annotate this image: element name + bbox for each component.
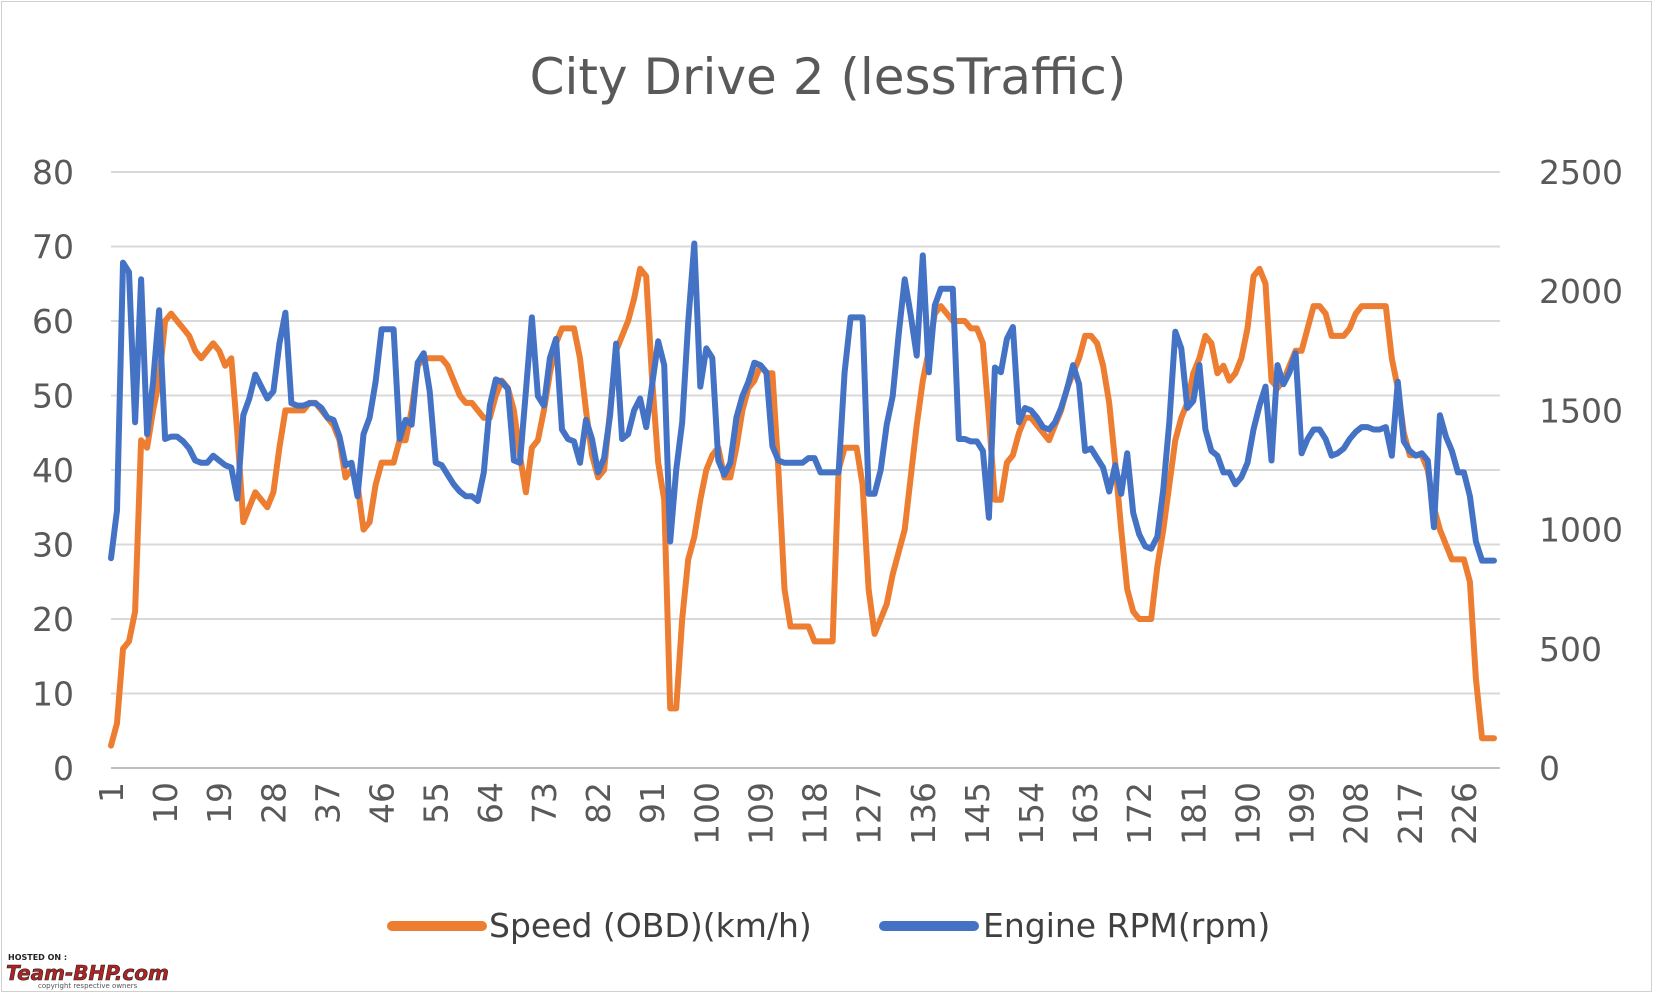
watermark-brand: Team-BHP.com	[6, 961, 169, 985]
right-axis-ticks: 0 500 1000 1500 2000 2500	[1539, 153, 1623, 788]
legend-label-speed: Speed (OBD)(km/h)	[489, 906, 812, 945]
watermark-copyright: copyright respective owners	[38, 982, 138, 990]
x-tick-label: 172	[1120, 782, 1159, 845]
x-tick-label: 199	[1283, 782, 1322, 845]
left-tick-label: 30	[32, 526, 74, 565]
hosting-watermark: HOSTED ON : Team-BHP.com copyright respe…	[6, 953, 169, 990]
x-tick-label: 109	[741, 782, 780, 845]
left-tick-label: 10	[32, 675, 74, 714]
series-lines	[108, 240, 1497, 749]
series-line-rpm	[108, 240, 1497, 564]
watermark-hosted-on: HOSTED ON :	[8, 953, 67, 962]
series-line-speed	[108, 265, 1497, 749]
right-tick-label: 2000	[1539, 272, 1623, 311]
right-tick-label: 2500	[1539, 153, 1623, 192]
x-tick-label: 154	[1012, 782, 1051, 845]
x-tick-label: 1	[92, 782, 131, 803]
left-tick-label: 40	[32, 451, 74, 490]
legend: Speed (OBD)(km/h) Engine RPM(rpm)	[387, 906, 1270, 945]
left-tick-label: 50	[32, 377, 74, 416]
x-tick-label: 217	[1391, 782, 1430, 845]
x-tick-label: 145	[958, 782, 997, 845]
x-tick-label: 190	[1228, 782, 1267, 845]
x-tick-label: 73	[525, 782, 564, 824]
x-tick-label: 28	[254, 782, 293, 824]
left-tick-label: 60	[32, 302, 74, 341]
legend-label-rpm: Engine RPM(rpm)	[983, 906, 1270, 945]
gridlines	[111, 171, 1500, 769]
left-tick-label: 70	[32, 228, 74, 267]
left-tick-label: 20	[32, 600, 74, 639]
x-tick-label: 136	[904, 782, 943, 845]
chart-title: City Drive 2 (lessTraffic)	[530, 48, 1127, 106]
x-tick-label: 37	[308, 782, 347, 824]
x-tick-label: 127	[850, 782, 889, 845]
left-tick-label: 0	[53, 749, 74, 788]
x-tick-label: 100	[687, 782, 726, 845]
right-tick-label: 500	[1539, 630, 1602, 669]
x-tick-label: 91	[633, 782, 672, 824]
x-tick-label: 163	[1066, 782, 1105, 845]
x-tick-label: 208	[1337, 782, 1376, 845]
right-tick-label: 1500	[1539, 391, 1623, 430]
x-tick-label: 226	[1445, 782, 1484, 845]
x-axis-ticks: 1 10 19 28 37 46 55 64 73 82 91 100 109 118 127 136 145 1…	[92, 782, 1484, 845]
x-tick-label: 19	[200, 782, 239, 824]
x-tick-label: 55	[417, 782, 456, 824]
right-tick-label: 1000	[1539, 511, 1623, 550]
left-axis-ticks: 0 10 20 30 40 50 60 70 80	[32, 153, 74, 788]
right-tick-label: 0	[1539, 749, 1560, 788]
left-tick-label: 80	[32, 153, 74, 192]
x-tick-label: 181	[1174, 782, 1213, 845]
x-tick-label: 82	[579, 782, 618, 824]
x-tick-label: 46	[363, 782, 402, 824]
x-tick-label: 64	[471, 782, 510, 824]
x-tick-label: 118	[796, 782, 835, 845]
x-tick-label: 10	[146, 782, 185, 824]
